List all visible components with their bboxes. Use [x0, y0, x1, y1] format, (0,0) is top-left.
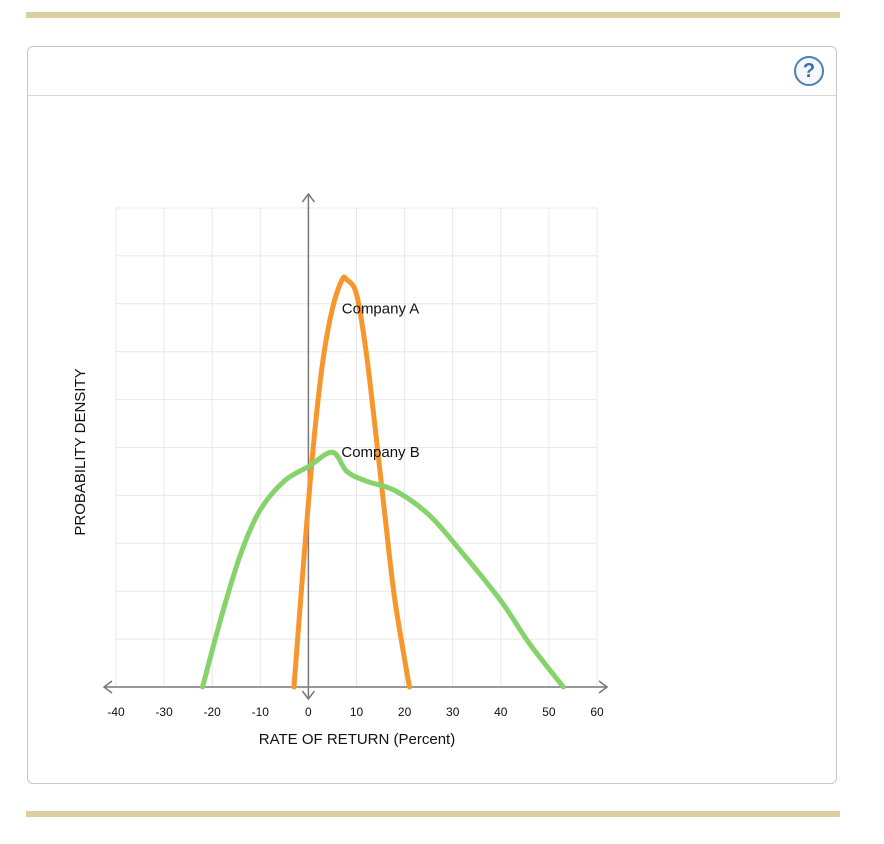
x-tick-label: -30	[155, 705, 173, 719]
x-axis-left-arrow	[102, 680, 113, 694]
x-tick-label: -20	[204, 705, 222, 719]
panel-header: ?	[28, 47, 836, 96]
series-lines	[200, 274, 566, 690]
series-line-company-b	[200, 449, 566, 690]
annotation-company-b: Company B	[341, 444, 419, 461]
annotations: Company A Company B	[341, 300, 419, 461]
help-button[interactable]: ?	[794, 56, 824, 86]
x-axis-right-arrow	[598, 680, 609, 694]
x-axis-label: RATE OF RETURN (Percent)	[259, 731, 455, 748]
x-tick-labels: -40 -30 -20 -10 0 10 20 30 40 50 60	[107, 705, 604, 719]
x-tick-label: 0	[305, 705, 312, 719]
x-tick-label: 40	[494, 705, 508, 719]
axes	[102, 192, 609, 701]
x-tick-label: 10	[350, 705, 364, 719]
x-tick-label: -10	[252, 705, 270, 719]
x-tick-label: 20	[398, 705, 412, 719]
y-axis-down-arrow	[301, 690, 315, 701]
y-axis-up-arrow	[301, 192, 315, 203]
x-tick-label: 30	[446, 705, 460, 719]
bottom-divider	[26, 811, 840, 817]
x-tick-label: 60	[590, 705, 604, 719]
y-axis-label: PROBABILITY DENSITY	[72, 368, 89, 535]
top-divider	[26, 12, 840, 18]
annotation-company-a: Company A	[342, 300, 420, 317]
x-tick-label: 50	[542, 705, 556, 719]
x-tick-label: -40	[107, 705, 125, 719]
series-line-company-a	[291, 274, 412, 690]
graph-panel: ?	[27, 46, 837, 784]
